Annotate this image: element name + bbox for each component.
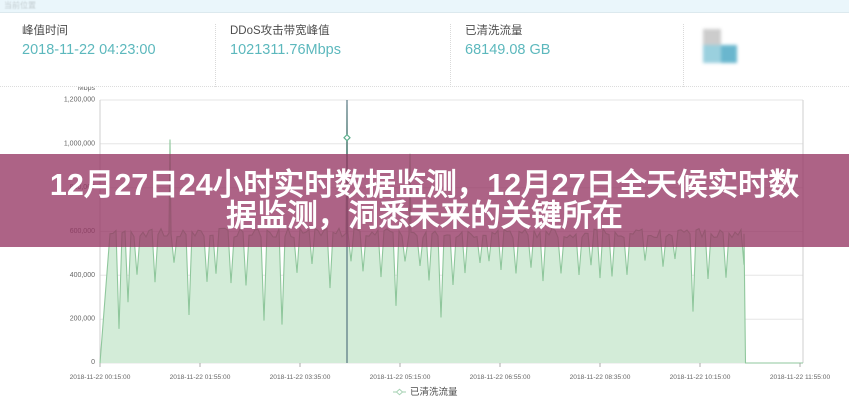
svg-text:已清洗流量: 已清洗流量 bbox=[410, 386, 458, 398]
svg-text:2018-11-22 03:35:00: 2018-11-22 03:35:00 bbox=[270, 374, 331, 381]
svg-text:2018-11-22 00:15:00: 2018-11-22 00:15:00 bbox=[70, 374, 131, 381]
svg-text:2018-11-22 06:55:00: 2018-11-22 06:55:00 bbox=[470, 374, 531, 381]
svg-text:0: 0 bbox=[91, 359, 95, 366]
svg-text:2018-11-22 01:55:00: 2018-11-22 01:55:00 bbox=[170, 374, 231, 381]
svg-text:2018-11-22 11:55:00: 2018-11-22 11:55:00 bbox=[770, 374, 831, 381]
svg-text:1,200,000: 1,200,000 bbox=[64, 97, 95, 104]
svg-text:400,000: 400,000 bbox=[70, 272, 95, 279]
svg-text:Mbps: Mbps bbox=[78, 87, 96, 92]
svg-text:1,000,000: 1,000,000 bbox=[64, 140, 95, 147]
svg-text:2018-11-22 05:15:00: 2018-11-22 05:15:00 bbox=[370, 374, 431, 381]
svg-text:2018-11-22 10:15:00: 2018-11-22 10:15:00 bbox=[670, 374, 731, 381]
svg-text:2018-11-22 08:35:00: 2018-11-22 08:35:00 bbox=[570, 374, 631, 381]
svg-text:200,000: 200,000 bbox=[70, 316, 95, 323]
